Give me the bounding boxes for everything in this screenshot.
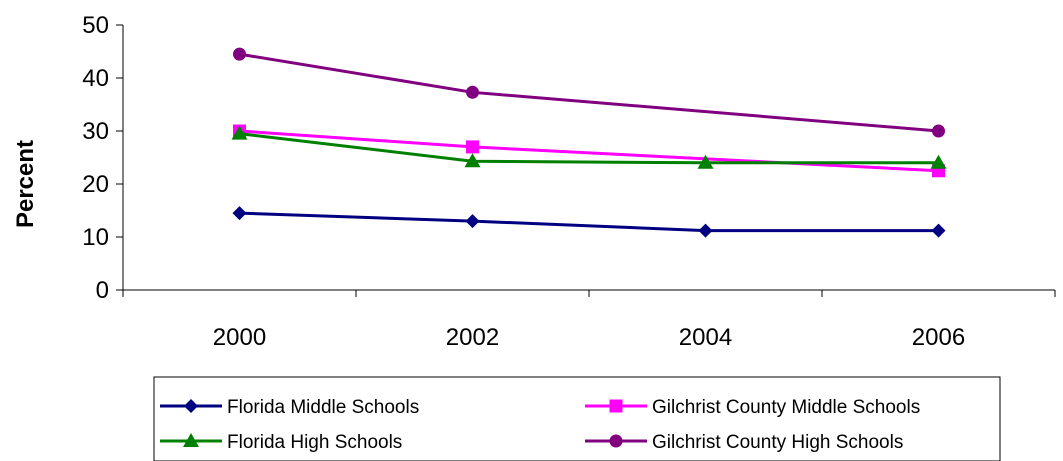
series-line (239, 129, 939, 173)
legend-item: Florida Middle Schools (160, 397, 419, 418)
y-tick-label: 20 (82, 171, 109, 198)
x-tick-label: 2006 (912, 324, 965, 351)
data-point (466, 140, 479, 154)
legend-item: Gilchrist County Middle Schools (585, 397, 920, 418)
legend-marker (184, 399, 198, 413)
data-point (932, 124, 945, 138)
legend-label: Gilchrist County Middle Schools (652, 397, 920, 418)
series-2 (231, 125, 947, 169)
legend-label: Florida Middle Schools (227, 397, 419, 418)
x-tick-labels: 2000 2002 2004 2006 (213, 324, 965, 351)
legend-label: Gilchrist County High Schools (652, 432, 903, 453)
axes (116, 24, 1056, 297)
x-tick-label: 2000 (213, 324, 266, 351)
series-line (239, 211, 939, 233)
series-0 (232, 206, 946, 238)
y-tick-label: 0 (96, 277, 109, 304)
data-point (232, 206, 247, 221)
series-line (239, 52, 939, 133)
legend-box (153, 376, 1001, 461)
x-tick-label: 2004 (679, 324, 732, 351)
data-series (231, 47, 947, 238)
data-point (231, 125, 248, 140)
y-tick-label: 40 (82, 65, 109, 92)
data-point (698, 223, 713, 238)
data-point (464, 153, 481, 168)
data-point (466, 85, 479, 99)
legend-marker (183, 433, 199, 447)
data-point (930, 154, 947, 169)
legend: Florida Middle Schools Gilchrist County M… (153, 376, 1001, 461)
series-line (239, 132, 939, 165)
legend-marker (609, 434, 623, 448)
data-point (931, 223, 946, 238)
y-tick-label: 10 (82, 224, 109, 251)
legend-item: Gilchrist County High Schools (585, 432, 903, 453)
legend-item: Florida High Schools (160, 432, 402, 453)
y-axis-label: Percent (12, 140, 39, 228)
data-point (465, 214, 480, 229)
y-tick-label: 50 (82, 12, 109, 39)
data-point (697, 154, 714, 169)
series-3 (233, 47, 945, 138)
y-tick-labels: 0 10 20 30 40 50 (82, 12, 109, 304)
legend-marker (609, 399, 623, 413)
series-1 (233, 124, 945, 178)
x-tick-label: 2002 (446, 324, 499, 351)
y-tick-label: 30 (82, 118, 109, 145)
legend-label: Florida High Schools (227, 432, 402, 453)
data-point (233, 47, 246, 61)
